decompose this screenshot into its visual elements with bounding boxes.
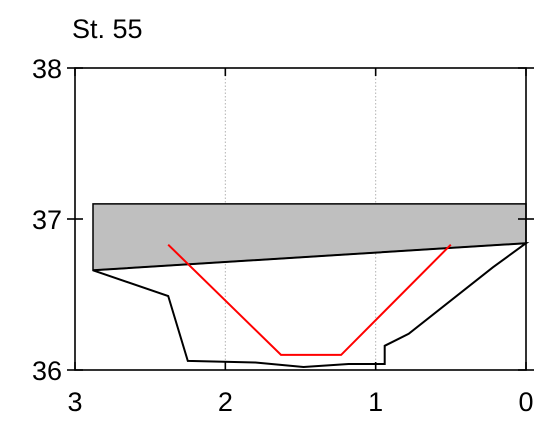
y-tick-label-0: 36 bbox=[32, 356, 62, 386]
axis-ticks: 3 2 1 0 36 37 38 bbox=[32, 54, 534, 417]
y-tick-label-1: 37 bbox=[32, 205, 62, 235]
series-red-line bbox=[167, 243, 452, 356]
x-tick-label-0: 3 bbox=[67, 387, 82, 417]
x-tick-label-1: 2 bbox=[218, 387, 233, 417]
series-black-outline bbox=[92, 241, 530, 369]
x-tick-label-2: 1 bbox=[368, 387, 383, 417]
series-fill-area bbox=[92, 203, 527, 272]
chart-title: St. 55 bbox=[72, 14, 143, 44]
series-group bbox=[92, 203, 530, 369]
x-tick-label-3: 0 bbox=[518, 387, 533, 417]
y-tick-label-2: 38 bbox=[32, 54, 62, 84]
